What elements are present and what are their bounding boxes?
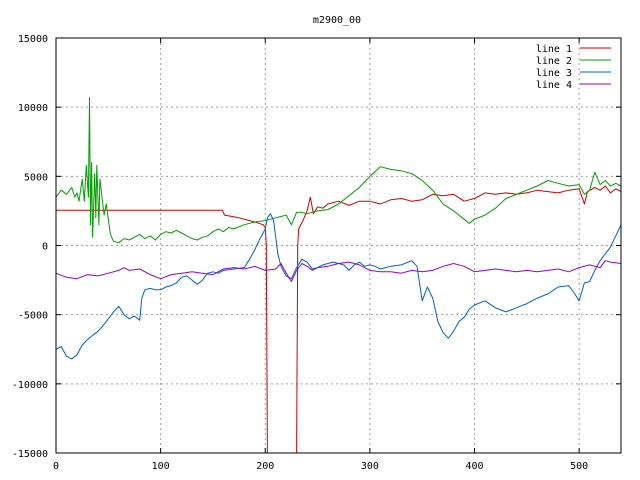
axis-ticks: 0 100 200 300 400 500 -15000 -10000 -5000 0 5000 10… bbox=[12, 34, 621, 472]
y-tick-label: 15000 bbox=[18, 34, 48, 45]
legend-label-1: line 1 bbox=[536, 44, 572, 55]
chart-title: m2900_00 bbox=[313, 15, 361, 26]
series-line-2 bbox=[55, 97, 622, 244]
x-tick-label: 400 bbox=[465, 461, 483, 472]
series-line-3 bbox=[55, 213, 622, 360]
x-tick-label: 300 bbox=[361, 461, 379, 472]
legend-label-3: line 3 bbox=[536, 68, 572, 79]
series-line-4 bbox=[55, 260, 622, 282]
y-tick-label: -15000 bbox=[12, 449, 48, 460]
x-tick-label: 100 bbox=[152, 461, 170, 472]
grid-lines bbox=[56, 38, 621, 453]
x-tick-label: 200 bbox=[256, 461, 274, 472]
x-tick-label: 500 bbox=[570, 461, 588, 472]
y-tick-label: -5000 bbox=[18, 311, 48, 322]
y-tick-label: 10000 bbox=[18, 103, 48, 114]
legend-label-2: line 2 bbox=[536, 56, 572, 67]
y-tick-label: -10000 bbox=[12, 380, 48, 391]
legend-label-4: line 4 bbox=[536, 80, 572, 91]
y-tick-label: 5000 bbox=[24, 172, 48, 183]
x-tick-label: 0 bbox=[53, 461, 59, 472]
y-tick-label: 0 bbox=[42, 242, 48, 253]
